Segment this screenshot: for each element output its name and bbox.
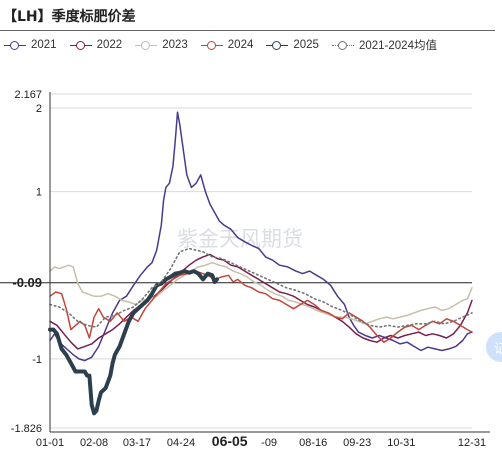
legend-marker-icon [200,39,223,51]
side-float-button[interactable]: 证 [486,332,502,362]
legend-marker-icon [331,39,354,51]
y-axis: 2.167 2 1 -0.09 -1 -1.826 [11,89,51,435]
y-tick-label-0: 2.167 [14,89,42,101]
y-tick-label-3: -0.09 [12,275,42,290]
x-tick-label-0: 01-01 [36,437,64,449]
series-layer [48,111,473,416]
legend-marker-icon [4,39,26,51]
side-button-glyph: 证 [494,342,502,357]
x-tick-label-7: 09-23 [343,437,371,449]
x-tick-label-6: 08-16 [299,437,327,449]
legend-label: 2022 [96,39,123,51]
x-tick-label-3: 04-24 [167,437,195,449]
x-tick-label-1: 02-08 [80,437,108,449]
series-line-2021-2024均值 [49,247,473,328]
x-tick-label-4: 06-05 [212,433,248,449]
series-line-2025 [48,269,219,416]
legend-label: 2024 [227,39,254,51]
legend-item-3[interactable]: 2024 [200,39,254,51]
series-line-2023 [49,261,473,325]
y-tick-label-5: -1.826 [11,423,42,435]
x-tick-label-2: 03-17 [123,437,151,449]
legend-marker-icon [266,39,289,51]
legend-item-0[interactable]: 2021 [4,39,57,51]
title-divider [0,30,495,31]
series-line-2022 [49,253,473,350]
x-axis: 01-01 02-08 03-17 04-24 06-05 -09 08-16 09-23 10… [36,431,490,449]
x-tick-label-9: 12-31 [458,437,486,449]
x-tick-label-5: -09 [261,437,277,449]
grid-lines [50,93,472,429]
legend-label: 2021 [31,39,57,51]
legend-item-2[interactable]: 2023 [135,39,188,51]
y-tick-label-4: -1 [32,354,42,366]
chart-title: 【LH】季度标肥价差 [3,9,136,25]
legend-item-4[interactable]: 2025 [266,39,319,51]
legend-item-5[interactable]: 2021-2024均值 [331,37,437,53]
series-line-2024 [49,270,473,343]
legend-label: 2023 [162,39,188,51]
legend-marker-icon [69,39,92,51]
x-tick-label-8: 10-31 [387,437,415,449]
legend: 2021 2022 2023 2024 2025 2021-2024均值 [4,36,450,54]
legend-item-1[interactable]: 2022 [69,39,123,51]
y-tick-label-1: 2 [36,103,42,115]
legend-label: 2025 [293,39,319,51]
y-tick-label-2: 1 [36,187,42,199]
legend-marker-icon [135,39,158,51]
legend-label: 2021-2024均值 [358,40,437,52]
